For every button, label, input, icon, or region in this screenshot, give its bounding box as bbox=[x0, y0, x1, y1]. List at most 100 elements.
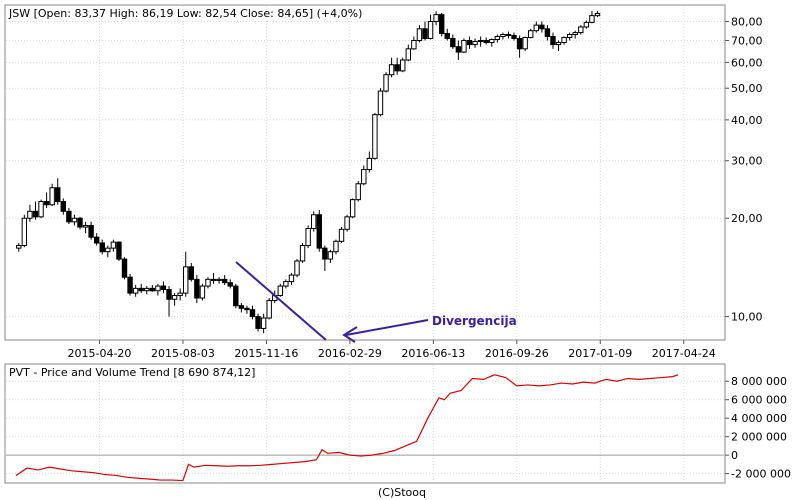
candle-body-up bbox=[288, 274, 295, 283]
divergence-label: Divergencija bbox=[432, 314, 517, 328]
pvt-y-tick-label: 2 000 000 bbox=[731, 431, 787, 444]
candle-body-down bbox=[43, 201, 50, 206]
candle-body-down bbox=[394, 64, 400, 72]
candle-body-up bbox=[283, 281, 289, 287]
candle-body-down bbox=[127, 276, 133, 294]
candle-body-up bbox=[472, 40, 478, 46]
candle-body-down bbox=[516, 37, 523, 50]
pvt-panel-frame bbox=[4, 363, 726, 484]
candle-body-up bbox=[366, 157, 373, 170]
price-y-tick-label: 20,00 bbox=[731, 212, 763, 225]
price-y-tick-label: 50,00 bbox=[731, 82, 763, 95]
candle-body-up bbox=[578, 26, 584, 34]
pvt-line bbox=[15, 374, 679, 482]
x-axis: 2015-04-20 2015-08-03 2015-11-16 2016-02-29… bbox=[67, 340, 716, 360]
candle-body-up bbox=[38, 201, 44, 218]
copyright-label: (C)Stooq bbox=[378, 486, 426, 499]
candle-body-up bbox=[583, 21, 590, 28]
pvt-series-line bbox=[15, 374, 679, 482]
candle-body-up bbox=[132, 287, 139, 294]
candle-body-up bbox=[105, 247, 111, 253]
candle-body-up bbox=[344, 216, 350, 230]
candle-body-up bbox=[349, 199, 356, 218]
candle-body-up bbox=[21, 217, 28, 247]
pvt-y-tick-label: -2 000 000 bbox=[731, 468, 791, 481]
candle-body-up bbox=[427, 21, 434, 39]
price-y-tick-label: 60,00 bbox=[731, 56, 763, 69]
candle-body-up bbox=[311, 214, 317, 230]
price-y-tick-label: 70,00 bbox=[731, 34, 763, 47]
candle-body-down bbox=[188, 266, 194, 280]
x-tick-label: 2016-06-13 bbox=[401, 347, 465, 360]
candle-body-up bbox=[494, 35, 501, 40]
pvt-y-tick-label: 6 000 000 bbox=[731, 394, 787, 407]
candle-body-up bbox=[199, 285, 206, 299]
candle-body-up bbox=[561, 36, 567, 44]
candle-body-up bbox=[522, 36, 528, 50]
candle-body-up bbox=[489, 38, 495, 44]
candle-body-down bbox=[227, 282, 233, 287]
candle-body-down bbox=[505, 34, 512, 37]
candle-body-up bbox=[533, 24, 539, 32]
price-y-tick-label: 30,00 bbox=[731, 155, 763, 168]
candle-body-up bbox=[82, 225, 89, 228]
x-tick-label: 2017-01-09 bbox=[568, 347, 632, 360]
candle-body-up bbox=[327, 251, 334, 260]
candle-body-up bbox=[183, 266, 189, 294]
x-tick-label: 2015-04-20 bbox=[67, 347, 131, 360]
candle-body-down bbox=[60, 201, 66, 212]
x-tick-label: 2016-02-29 bbox=[318, 347, 382, 360]
candle-body-down bbox=[55, 187, 61, 203]
x-tick-label: 2017-04-24 bbox=[652, 347, 716, 360]
candle-body-up bbox=[338, 228, 345, 242]
candle-body-down bbox=[444, 33, 450, 39]
price-y-tick-label: 80,00 bbox=[731, 16, 763, 29]
candle-body-up bbox=[155, 285, 161, 292]
trend-line-price bbox=[235, 261, 327, 341]
candle-body-up bbox=[277, 285, 284, 297]
candle-body-down bbox=[166, 289, 172, 300]
x-tick-label: 2015-11-16 bbox=[234, 347, 298, 360]
price-y-tick-label: 40,00 bbox=[731, 114, 763, 127]
candle-body-up bbox=[177, 292, 183, 297]
candle-body-down bbox=[88, 225, 94, 238]
candle-body-down bbox=[99, 242, 105, 253]
candle-body-down bbox=[422, 28, 428, 39]
candle-body-up bbox=[16, 245, 22, 249]
pvt-y-axis: -2 000 000 0 2 000 000 4 000 000 6 000 000 8 … bbox=[725, 375, 791, 481]
candle-body-down bbox=[550, 35, 556, 46]
candle-body-up bbox=[260, 317, 267, 329]
candle-body-up bbox=[528, 30, 534, 38]
pvt-chart-title: PVT - Price and Volume Trend [8 690 874,… bbox=[9, 366, 255, 379]
price-y-tick-label: 10,00 bbox=[731, 311, 763, 324]
candle-body-down bbox=[116, 241, 122, 260]
price-y-axis: 10,00 20,00 30,00 40,00 50,00 60,00 70,00 80,00 bbox=[725, 16, 763, 324]
candle-body-down bbox=[210, 278, 217, 281]
candle-body-down bbox=[121, 258, 128, 278]
candle-body-down bbox=[316, 214, 322, 249]
candle-body-down bbox=[483, 39, 489, 44]
arrow-to-price-head bbox=[342, 326, 358, 343]
candle-body-up bbox=[372, 114, 378, 159]
candle-body-down bbox=[322, 247, 328, 260]
candle-body-down bbox=[149, 287, 156, 292]
price-candles bbox=[16, 10, 601, 334]
candle-body-down bbox=[249, 309, 256, 318]
candle-body-up bbox=[27, 210, 33, 219]
candle-body-up bbox=[110, 241, 117, 249]
candle-body-down bbox=[93, 236, 100, 244]
candle-body-down bbox=[450, 37, 456, 48]
candle-body-up bbox=[589, 15, 595, 23]
candle-body-up bbox=[49, 187, 55, 206]
candle-body-down bbox=[455, 46, 462, 53]
candle-body-down bbox=[77, 217, 83, 228]
candle-body-up bbox=[555, 42, 562, 46]
candle-body-up bbox=[594, 13, 601, 17]
candle-body-up bbox=[416, 28, 423, 41]
candle-body-up bbox=[333, 240, 339, 253]
candle-body-down bbox=[238, 305, 245, 309]
candle-body-down bbox=[438, 14, 445, 35]
candle-body-up bbox=[266, 300, 272, 319]
candle-body-down bbox=[32, 210, 39, 218]
candle-body-up bbox=[433, 14, 439, 23]
